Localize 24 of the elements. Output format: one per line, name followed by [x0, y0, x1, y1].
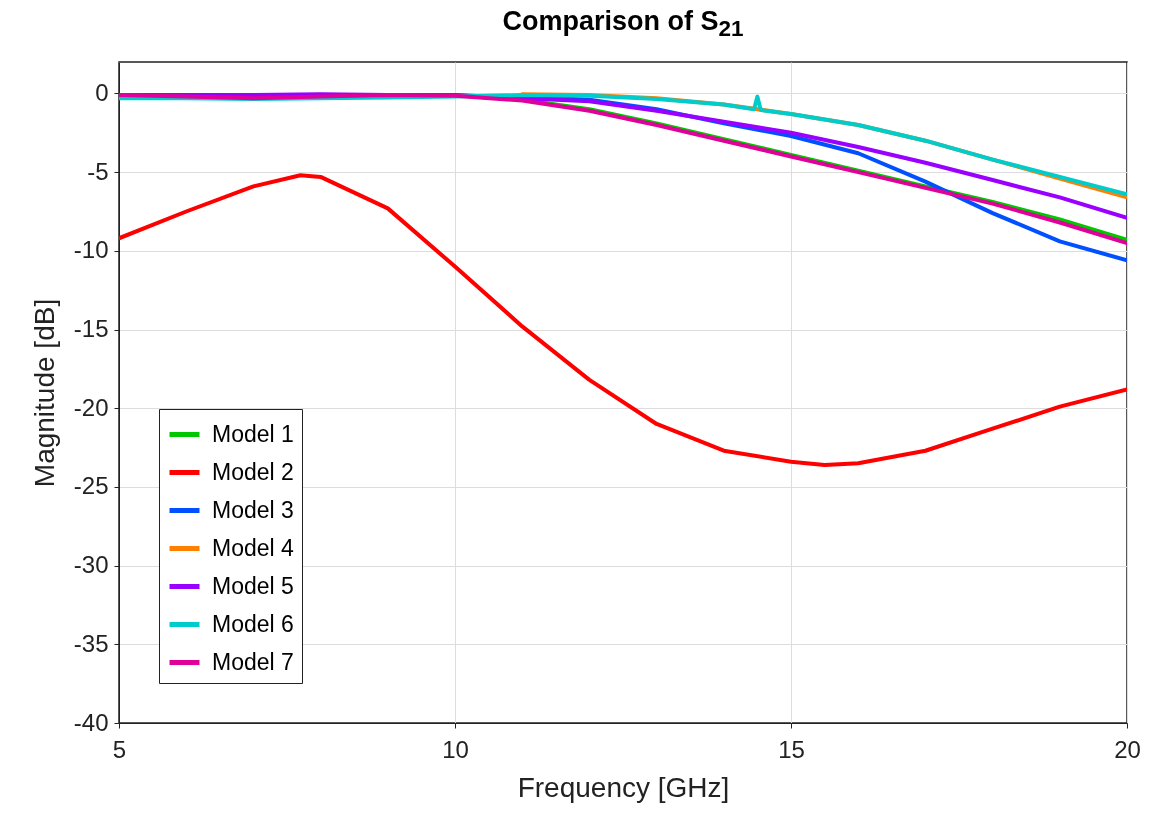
x-tick-label: 15 [778, 735, 805, 763]
x-axis-title: Frequency [GHz] [517, 771, 730, 803]
y-tick-label: -5 [87, 157, 109, 185]
x-tick-label: 10 [442, 735, 469, 763]
legend-label: Model 1 [212, 420, 294, 447]
y-tick-label: -30 [73, 551, 109, 579]
chart-title: Comparison of S$_{21}$ [501, 6, 745, 43]
legend-label: Model 3 [212, 496, 294, 523]
y-tick-label: -35 [73, 629, 109, 657]
y-tick-label: -20 [73, 393, 109, 421]
y-tick-label: -15 [73, 315, 109, 343]
y-axis-title: Magnitude [dB] [28, 298, 60, 488]
x-tick-label: 20 [1114, 735, 1141, 763]
legend-label: Model 5 [212, 572, 294, 599]
legend-label: Model 6 [212, 610, 294, 637]
y-tick-label: 0 [95, 78, 109, 106]
legend-label: Model 7 [212, 648, 294, 675]
legend-label: Model 2 [212, 458, 294, 485]
y-tick-label: -25 [73, 472, 109, 500]
legend-label: Model 4 [212, 534, 295, 561]
x-tick-label: 5 [112, 735, 127, 763]
y-tick-label: -40 [73, 708, 109, 736]
y-tick-label: -10 [73, 236, 109, 264]
line-series [119, 93, 1127, 245]
